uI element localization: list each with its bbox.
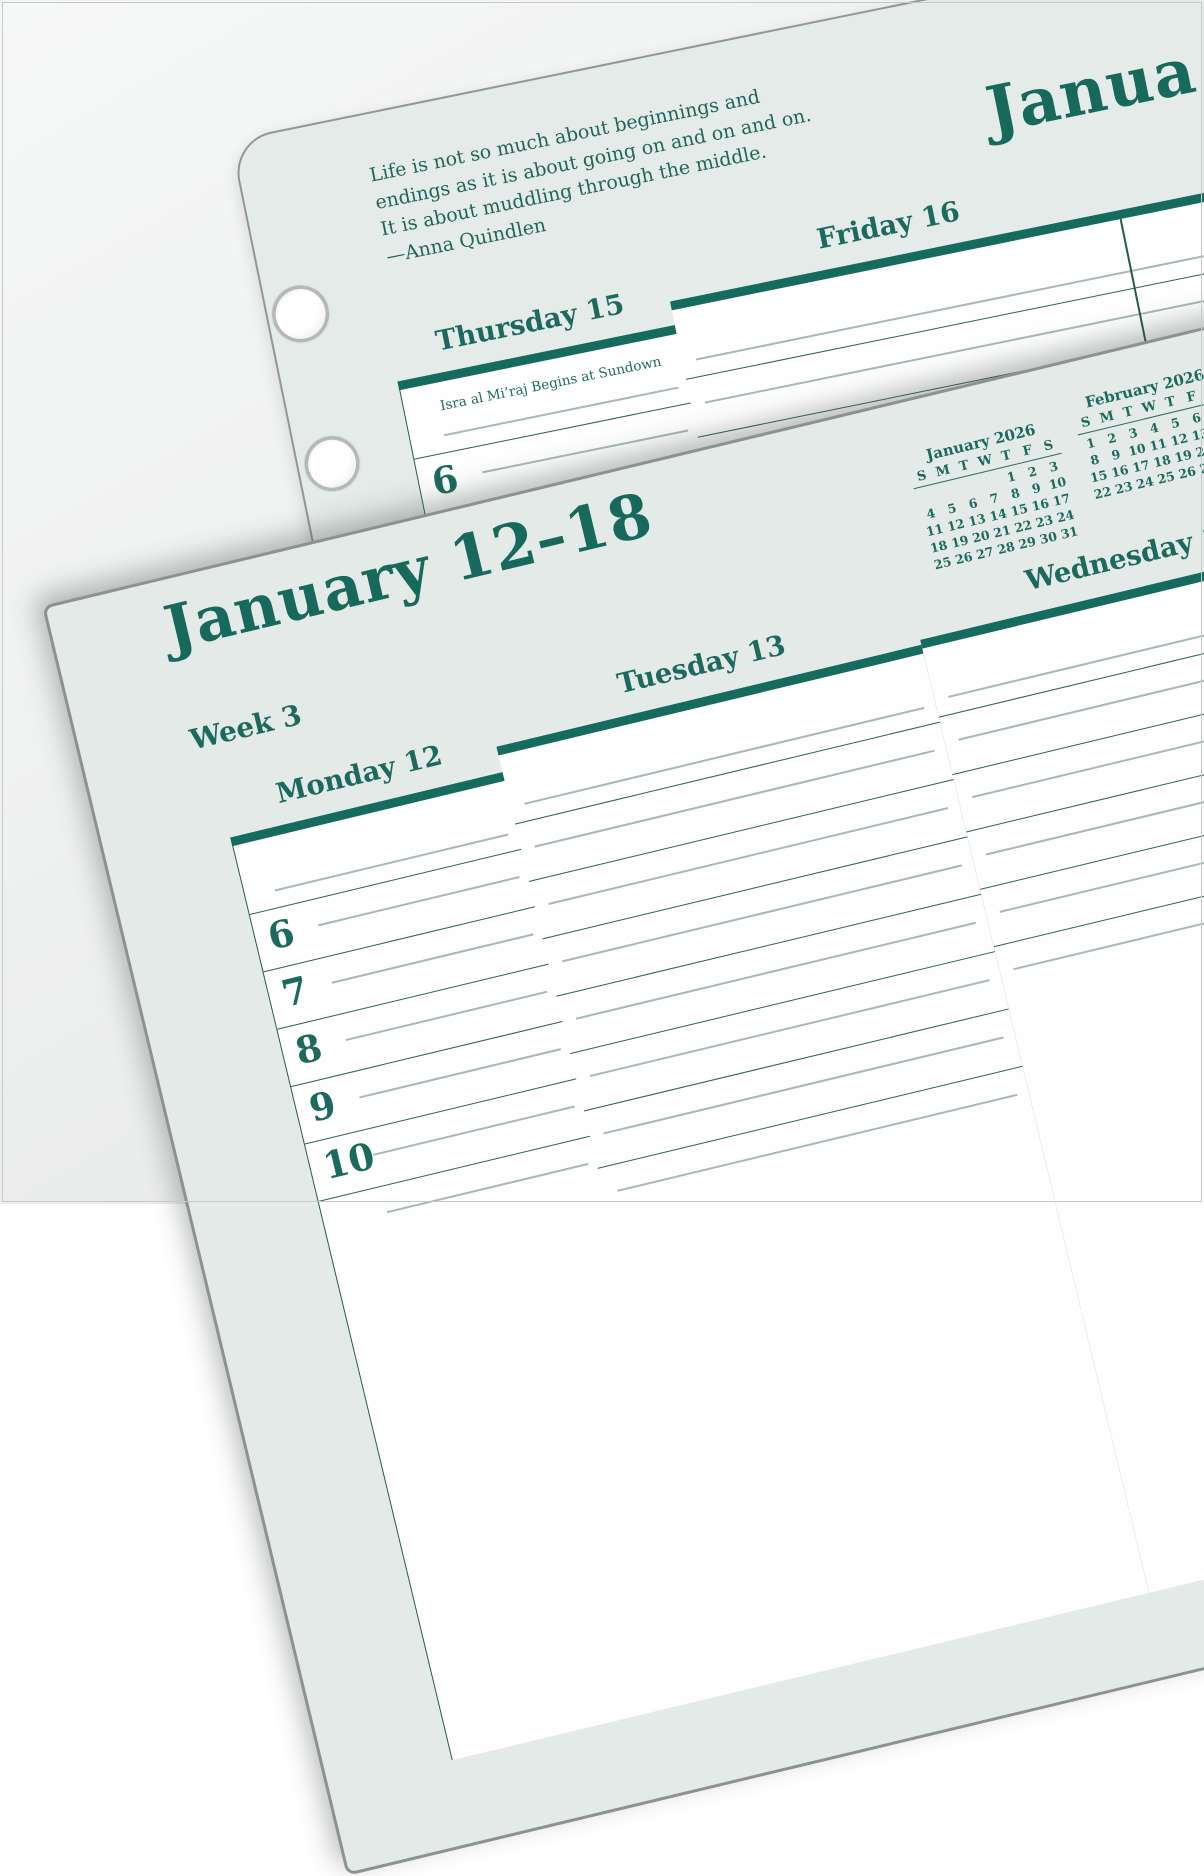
mini-calendar-january: January 2026 S M T W T F S 1 2 3 4 5 6 7 8 9 10 11 12 13 14 1… [905, 416, 1082, 573]
hour-number: 7 [277, 967, 313, 1017]
holiday-note: Isra al Mi’raj Begins at Sundown [438, 353, 663, 415]
hour-number: 6 [263, 909, 299, 959]
hour-number: 9 [304, 1081, 341, 1131]
hour-number: 10 [318, 1133, 379, 1189]
punch-hole-upper [266, 280, 335, 348]
page-title-top: Janua [980, 33, 1203, 149]
punch-hole-lower [299, 431, 365, 497]
mini-calendar-february: February 2026 SMTWTFS1234567891011121314… [1069, 362, 1204, 502]
hour-number: 6 [427, 455, 462, 505]
hour-number: 8 [291, 1024, 327, 1074]
week-number: Week 3 [186, 698, 305, 757]
